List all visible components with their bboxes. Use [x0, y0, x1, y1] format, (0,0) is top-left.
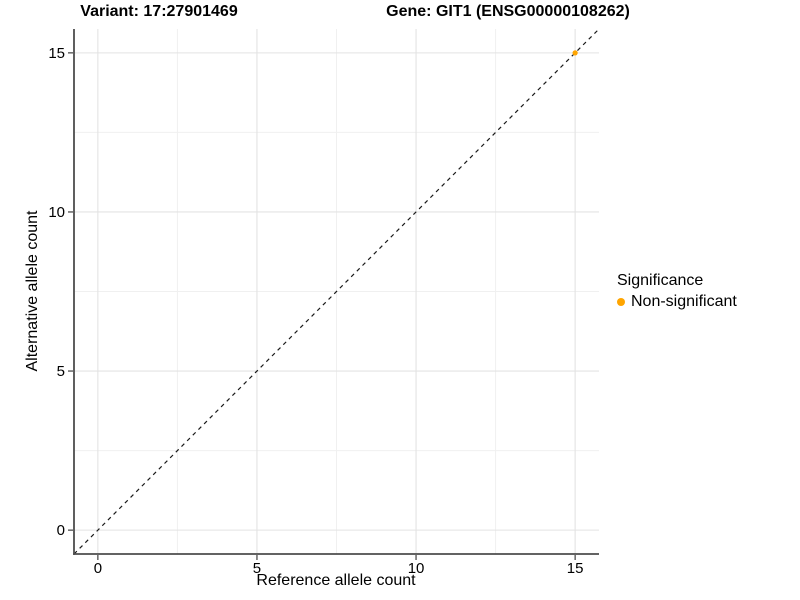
- gene-title: Gene: GIT1 (ENSG00000108262): [386, 3, 630, 20]
- y-axis-label: Alternative allele count: [24, 210, 41, 372]
- legend-title: Significance: [617, 272, 704, 289]
- y-tick-label: 5: [57, 363, 65, 380]
- x-tick-label: 10: [408, 560, 425, 577]
- data-point: [572, 50, 578, 56]
- identity-reference-line: [73, 28, 600, 555]
- x-tick-label: 15: [567, 560, 584, 577]
- variant-title: Variant: 17:27901469: [80, 3, 238, 20]
- legend: Significance Non-significant: [617, 272, 737, 311]
- x-tick-label: 5: [253, 560, 261, 577]
- y-tick-label: 10: [48, 204, 65, 221]
- x-axis-label: Reference allele count: [256, 572, 416, 589]
- legend-item-label: Non-significant: [631, 293, 737, 310]
- legend-item-non-significant: Non-significant: [617, 293, 737, 311]
- y-tick-label: 0: [57, 522, 65, 539]
- x-tick-label: 0: [94, 560, 102, 577]
- non-significant-dot-icon: [617, 298, 625, 306]
- y-tick-label: 15: [48, 45, 65, 62]
